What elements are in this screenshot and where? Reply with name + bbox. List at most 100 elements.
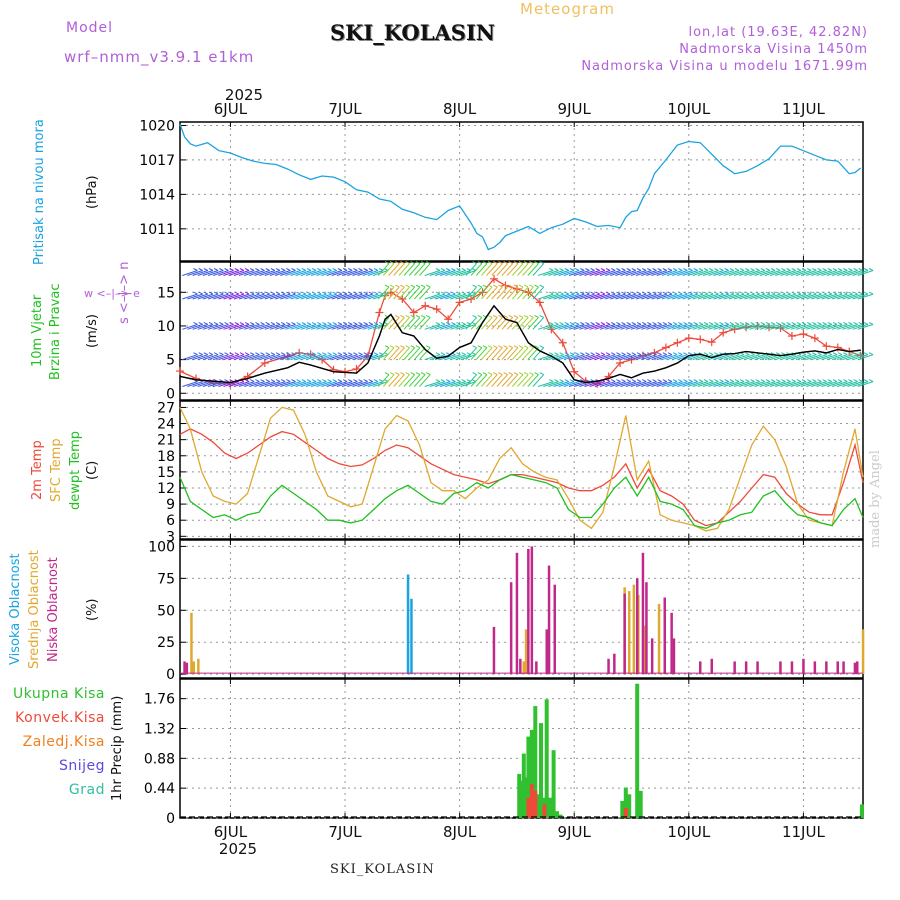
wind-barb-tick xyxy=(708,268,714,271)
wind-barb xyxy=(831,323,848,330)
wind-barb-tick xyxy=(291,268,296,271)
total_precip-bar xyxy=(620,801,625,818)
low_cloud-bar xyxy=(185,662,189,675)
wind-ytick-label: 0 xyxy=(166,386,175,402)
wind-barb xyxy=(718,270,734,276)
wind-barb xyxy=(486,263,498,276)
wind-barb xyxy=(723,270,740,276)
wind-barb-tick xyxy=(498,314,503,318)
wind-barb xyxy=(775,323,791,330)
wind-barb-tick xyxy=(208,321,214,325)
wind-barb-tick xyxy=(229,291,234,295)
wind-barb-tick xyxy=(420,314,426,318)
cloud-side-label: Srednja Oblacnost xyxy=(27,549,42,669)
wind-barb xyxy=(321,323,337,330)
wind-barb-tick xyxy=(337,321,343,325)
wind-barb xyxy=(347,354,363,361)
wind-barb xyxy=(589,354,606,361)
wind-barb xyxy=(610,293,626,300)
wind-barb-tick xyxy=(311,352,317,356)
wind-barb-tick xyxy=(843,268,848,271)
wind-barb xyxy=(795,381,812,387)
low_cloud-bar xyxy=(756,661,759,675)
wind-barb-tick xyxy=(229,321,234,325)
wind-barb xyxy=(599,354,616,361)
wind-barb-tick xyxy=(683,291,688,295)
wind-barb-tick xyxy=(817,379,822,383)
low_cloud-bar xyxy=(535,661,538,675)
wind-barb-tick xyxy=(600,321,606,325)
wind-barb-tick xyxy=(688,291,693,295)
wind-barb-tick xyxy=(508,345,513,349)
wind-barb xyxy=(775,354,791,361)
wind-barb-tick xyxy=(332,379,337,383)
gust-marker xyxy=(432,305,441,314)
wind-barb-tick xyxy=(549,379,554,383)
wind-barb-tick xyxy=(317,379,322,383)
wind-barb xyxy=(274,270,291,276)
wind-barb xyxy=(511,347,524,360)
wind-barb-tick xyxy=(239,268,245,271)
wind-barb xyxy=(388,286,400,300)
wind-barb xyxy=(630,323,647,330)
wind-barb xyxy=(269,293,286,300)
wind-barb-tick xyxy=(786,321,791,325)
wind-barb-tick xyxy=(311,321,317,325)
wind-barb-tick xyxy=(332,321,337,325)
pressure-line xyxy=(179,124,862,251)
wind-barb xyxy=(764,323,781,330)
wind-barb-tick xyxy=(791,321,796,325)
wind-barb-tick xyxy=(280,291,286,295)
wind-barb-tick xyxy=(275,268,281,271)
wind-barb xyxy=(501,347,514,360)
gust-marker xyxy=(787,332,796,341)
wind-barb-tick xyxy=(249,321,255,325)
wind-barb-tick xyxy=(564,352,570,356)
wind-barb-tick xyxy=(863,352,869,356)
wind-barb xyxy=(434,381,451,387)
wind-barb-tick xyxy=(791,379,796,383)
wind-barb-tick xyxy=(848,268,853,271)
wind-barb xyxy=(641,270,657,276)
wind-barb xyxy=(754,270,771,276)
wind-barb xyxy=(300,354,317,361)
wind-barb xyxy=(821,323,838,330)
wind-barb-tick xyxy=(301,291,307,295)
total_precip-bar xyxy=(638,790,643,818)
wind-barb xyxy=(692,323,709,330)
low_cloud-bar xyxy=(509,582,513,675)
wind-barb xyxy=(615,323,631,330)
wind-barb xyxy=(852,381,869,387)
wind-barb xyxy=(852,323,869,330)
wind-barb-tick xyxy=(621,352,626,356)
wind-barb xyxy=(677,381,693,387)
wind-barb xyxy=(599,270,616,276)
wind-speed-line xyxy=(179,304,861,384)
wind-barb xyxy=(295,354,312,361)
wind-barb xyxy=(264,323,281,330)
wind-barb-tick xyxy=(605,291,611,295)
wind-barb xyxy=(388,317,400,330)
wind-barb xyxy=(182,323,198,330)
wind-barb-tick xyxy=(739,321,745,325)
gust-marker xyxy=(810,334,819,343)
wind-barb-tick xyxy=(213,291,219,295)
wind-barb xyxy=(708,323,724,330)
low_cloud-bar xyxy=(553,584,556,675)
wind-barb-tick xyxy=(425,284,431,288)
wind-barb-tick xyxy=(812,352,817,356)
wind-barb-tick xyxy=(461,321,466,325)
wind-barb xyxy=(336,270,353,276)
wind-barb xyxy=(785,323,802,330)
wind-barb xyxy=(785,293,802,300)
wind-barb-tick xyxy=(193,321,198,325)
wind-barb-tick xyxy=(580,352,585,356)
wind-barb xyxy=(398,317,410,330)
wind-barb xyxy=(331,293,348,300)
wind-barb xyxy=(594,270,611,276)
wind-barb-tick xyxy=(827,321,833,325)
wind-barb-tick xyxy=(734,379,740,383)
gust-marker xyxy=(558,338,567,347)
wind-barb xyxy=(280,293,296,300)
wind-barb xyxy=(187,354,203,361)
